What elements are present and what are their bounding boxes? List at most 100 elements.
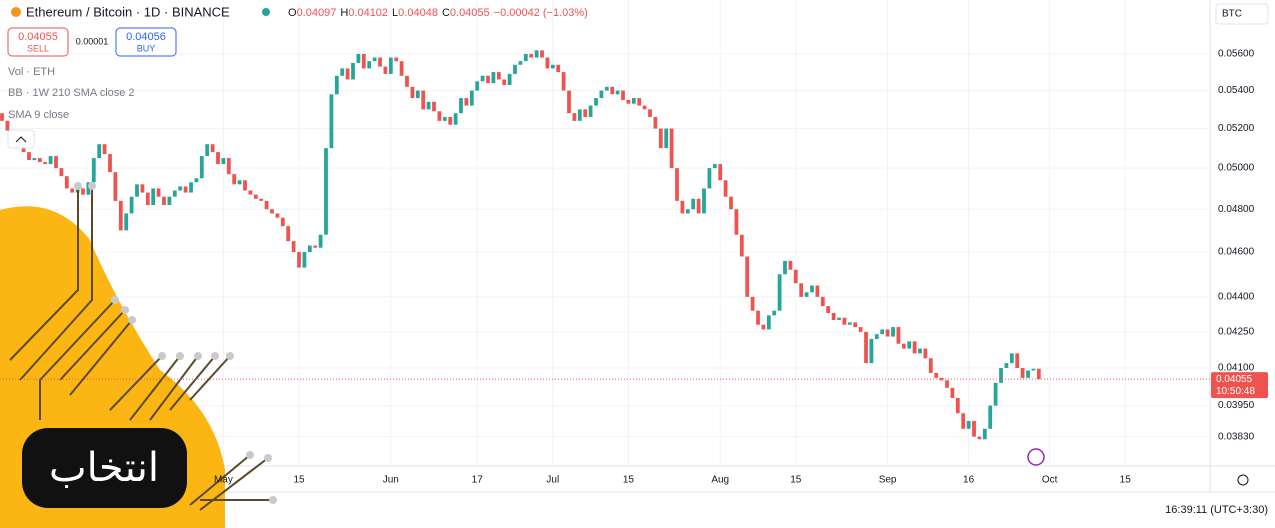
last-price-box bbox=[1211, 372, 1268, 399]
candle-body bbox=[756, 310, 760, 325]
event-icon[interactable] bbox=[1027, 448, 1045, 466]
candle-body bbox=[718, 164, 723, 181]
sell-price[interactable]: 0.04055 bbox=[18, 31, 58, 43]
candle-body bbox=[280, 217, 285, 227]
candle-body bbox=[37, 158, 42, 163]
candle-body bbox=[140, 184, 145, 193]
candle-body bbox=[356, 53, 361, 63]
candle-body bbox=[864, 331, 868, 364]
candle-body bbox=[723, 180, 728, 197]
candle-body bbox=[534, 50, 539, 58]
candle-body bbox=[950, 387, 955, 398]
candle-body bbox=[383, 66, 388, 74]
candle-body bbox=[291, 241, 296, 253]
candle-body bbox=[307, 245, 312, 253]
candle-body bbox=[442, 117, 447, 121]
candle-body bbox=[955, 397, 960, 414]
candle-body bbox=[1031, 368, 1036, 371]
candle-body bbox=[469, 90, 474, 106]
candle-body bbox=[653, 117, 658, 129]
x-tick-label: 15 bbox=[623, 475, 635, 486]
currency-select[interactable] bbox=[1215, 3, 1269, 25]
candle-body bbox=[567, 90, 571, 114]
buy-label[interactable]: BUY bbox=[137, 43, 156, 53]
x-tick-label: Oct bbox=[1042, 475, 1058, 486]
l-key: L bbox=[392, 7, 398, 19]
candle-body bbox=[761, 324, 766, 330]
candle-body bbox=[972, 420, 976, 437]
candle-body bbox=[588, 105, 593, 118]
candle-body bbox=[664, 128, 669, 149]
indicator[interactable]: SMA 9 close bbox=[8, 109, 69, 121]
candle-body bbox=[540, 50, 544, 58]
candle-body bbox=[199, 156, 204, 179]
candle-body bbox=[496, 72, 501, 80]
candle-body bbox=[351, 62, 355, 80]
candle-body bbox=[183, 186, 188, 193]
candle-body bbox=[480, 75, 485, 82]
candle-body bbox=[502, 79, 507, 85]
y-tick-label: 0.04100 bbox=[1218, 363, 1255, 374]
ohlc: O0.04097 H0.04102 L0.04048 C0.04055 −0.00042… bbox=[288, 7, 588, 19]
candle-body bbox=[988, 405, 993, 429]
settings-icon[interactable] bbox=[1237, 474, 1249, 486]
candle-body bbox=[426, 101, 431, 110]
indicator[interactable]: BB · 1W 210 SMA close 2 bbox=[8, 87, 135, 99]
candle-body bbox=[421, 90, 426, 110]
candle-body bbox=[939, 377, 944, 381]
candle-body bbox=[194, 178, 199, 183]
candle-body bbox=[799, 283, 804, 297]
candle-body bbox=[0, 113, 4, 121]
x-tick-label: May bbox=[214, 475, 233, 486]
x-tick-label: 15 bbox=[1120, 475, 1132, 486]
candle-body bbox=[696, 198, 701, 214]
candle-body bbox=[329, 94, 334, 149]
buy-button[interactable]: 0.04056 BUY bbox=[115, 27, 177, 57]
candle-body bbox=[405, 75, 409, 87]
candle-body bbox=[367, 61, 372, 69]
candle-body bbox=[518, 61, 523, 65]
candle-body bbox=[475, 81, 480, 91]
candle-body bbox=[702, 188, 706, 214]
candle-body bbox=[945, 380, 949, 388]
market-status bbox=[262, 8, 270, 16]
candles bbox=[0, 50, 1041, 440]
symbol-icon bbox=[11, 7, 21, 17]
sell-button[interactable]: 0.04055 SELL bbox=[7, 27, 69, 57]
candle-body bbox=[151, 188, 156, 206]
candle-body bbox=[982, 428, 987, 440]
candle-body bbox=[259, 198, 264, 201]
candle-body bbox=[253, 194, 258, 199]
y-tick-label: 0.04250 bbox=[1218, 326, 1255, 337]
indicator[interactable]: Vol · ETH bbox=[8, 66, 55, 78]
candle-body bbox=[108, 154, 112, 173]
candle-body bbox=[243, 180, 247, 191]
x-tick-label: 17 bbox=[472, 475, 484, 486]
y-tick-label: 0.05200 bbox=[1218, 123, 1255, 134]
candle-body bbox=[529, 53, 534, 58]
candle-body bbox=[934, 372, 939, 378]
candle-body bbox=[604, 86, 609, 91]
currency[interactable]: BTC bbox=[1222, 9, 1242, 20]
buy-price[interactable]: 0.04056 bbox=[126, 31, 166, 43]
candle-body bbox=[237, 180, 242, 185]
candle-body bbox=[91, 158, 96, 183]
candle-body bbox=[102, 144, 107, 155]
o-key: O bbox=[288, 7, 297, 19]
candle-body bbox=[372, 57, 377, 62]
change: −0.00042 (−1.03%) bbox=[494, 7, 588, 19]
candle-body bbox=[750, 296, 755, 311]
candle-body bbox=[394, 57, 399, 62]
candle-body bbox=[712, 164, 717, 169]
collapse-button[interactable] bbox=[7, 129, 35, 149]
candle-body bbox=[810, 285, 814, 293]
candle-body bbox=[637, 98, 642, 106]
watermark-text: انتخاب bbox=[49, 445, 159, 491]
candle-body bbox=[59, 168, 64, 177]
candle-body bbox=[1026, 370, 1030, 378]
candle-body bbox=[70, 188, 75, 193]
x-tick-label: 16 bbox=[963, 475, 975, 486]
sell-label[interactable]: SELL bbox=[27, 43, 49, 53]
x-tick-label: Sep bbox=[879, 475, 897, 486]
